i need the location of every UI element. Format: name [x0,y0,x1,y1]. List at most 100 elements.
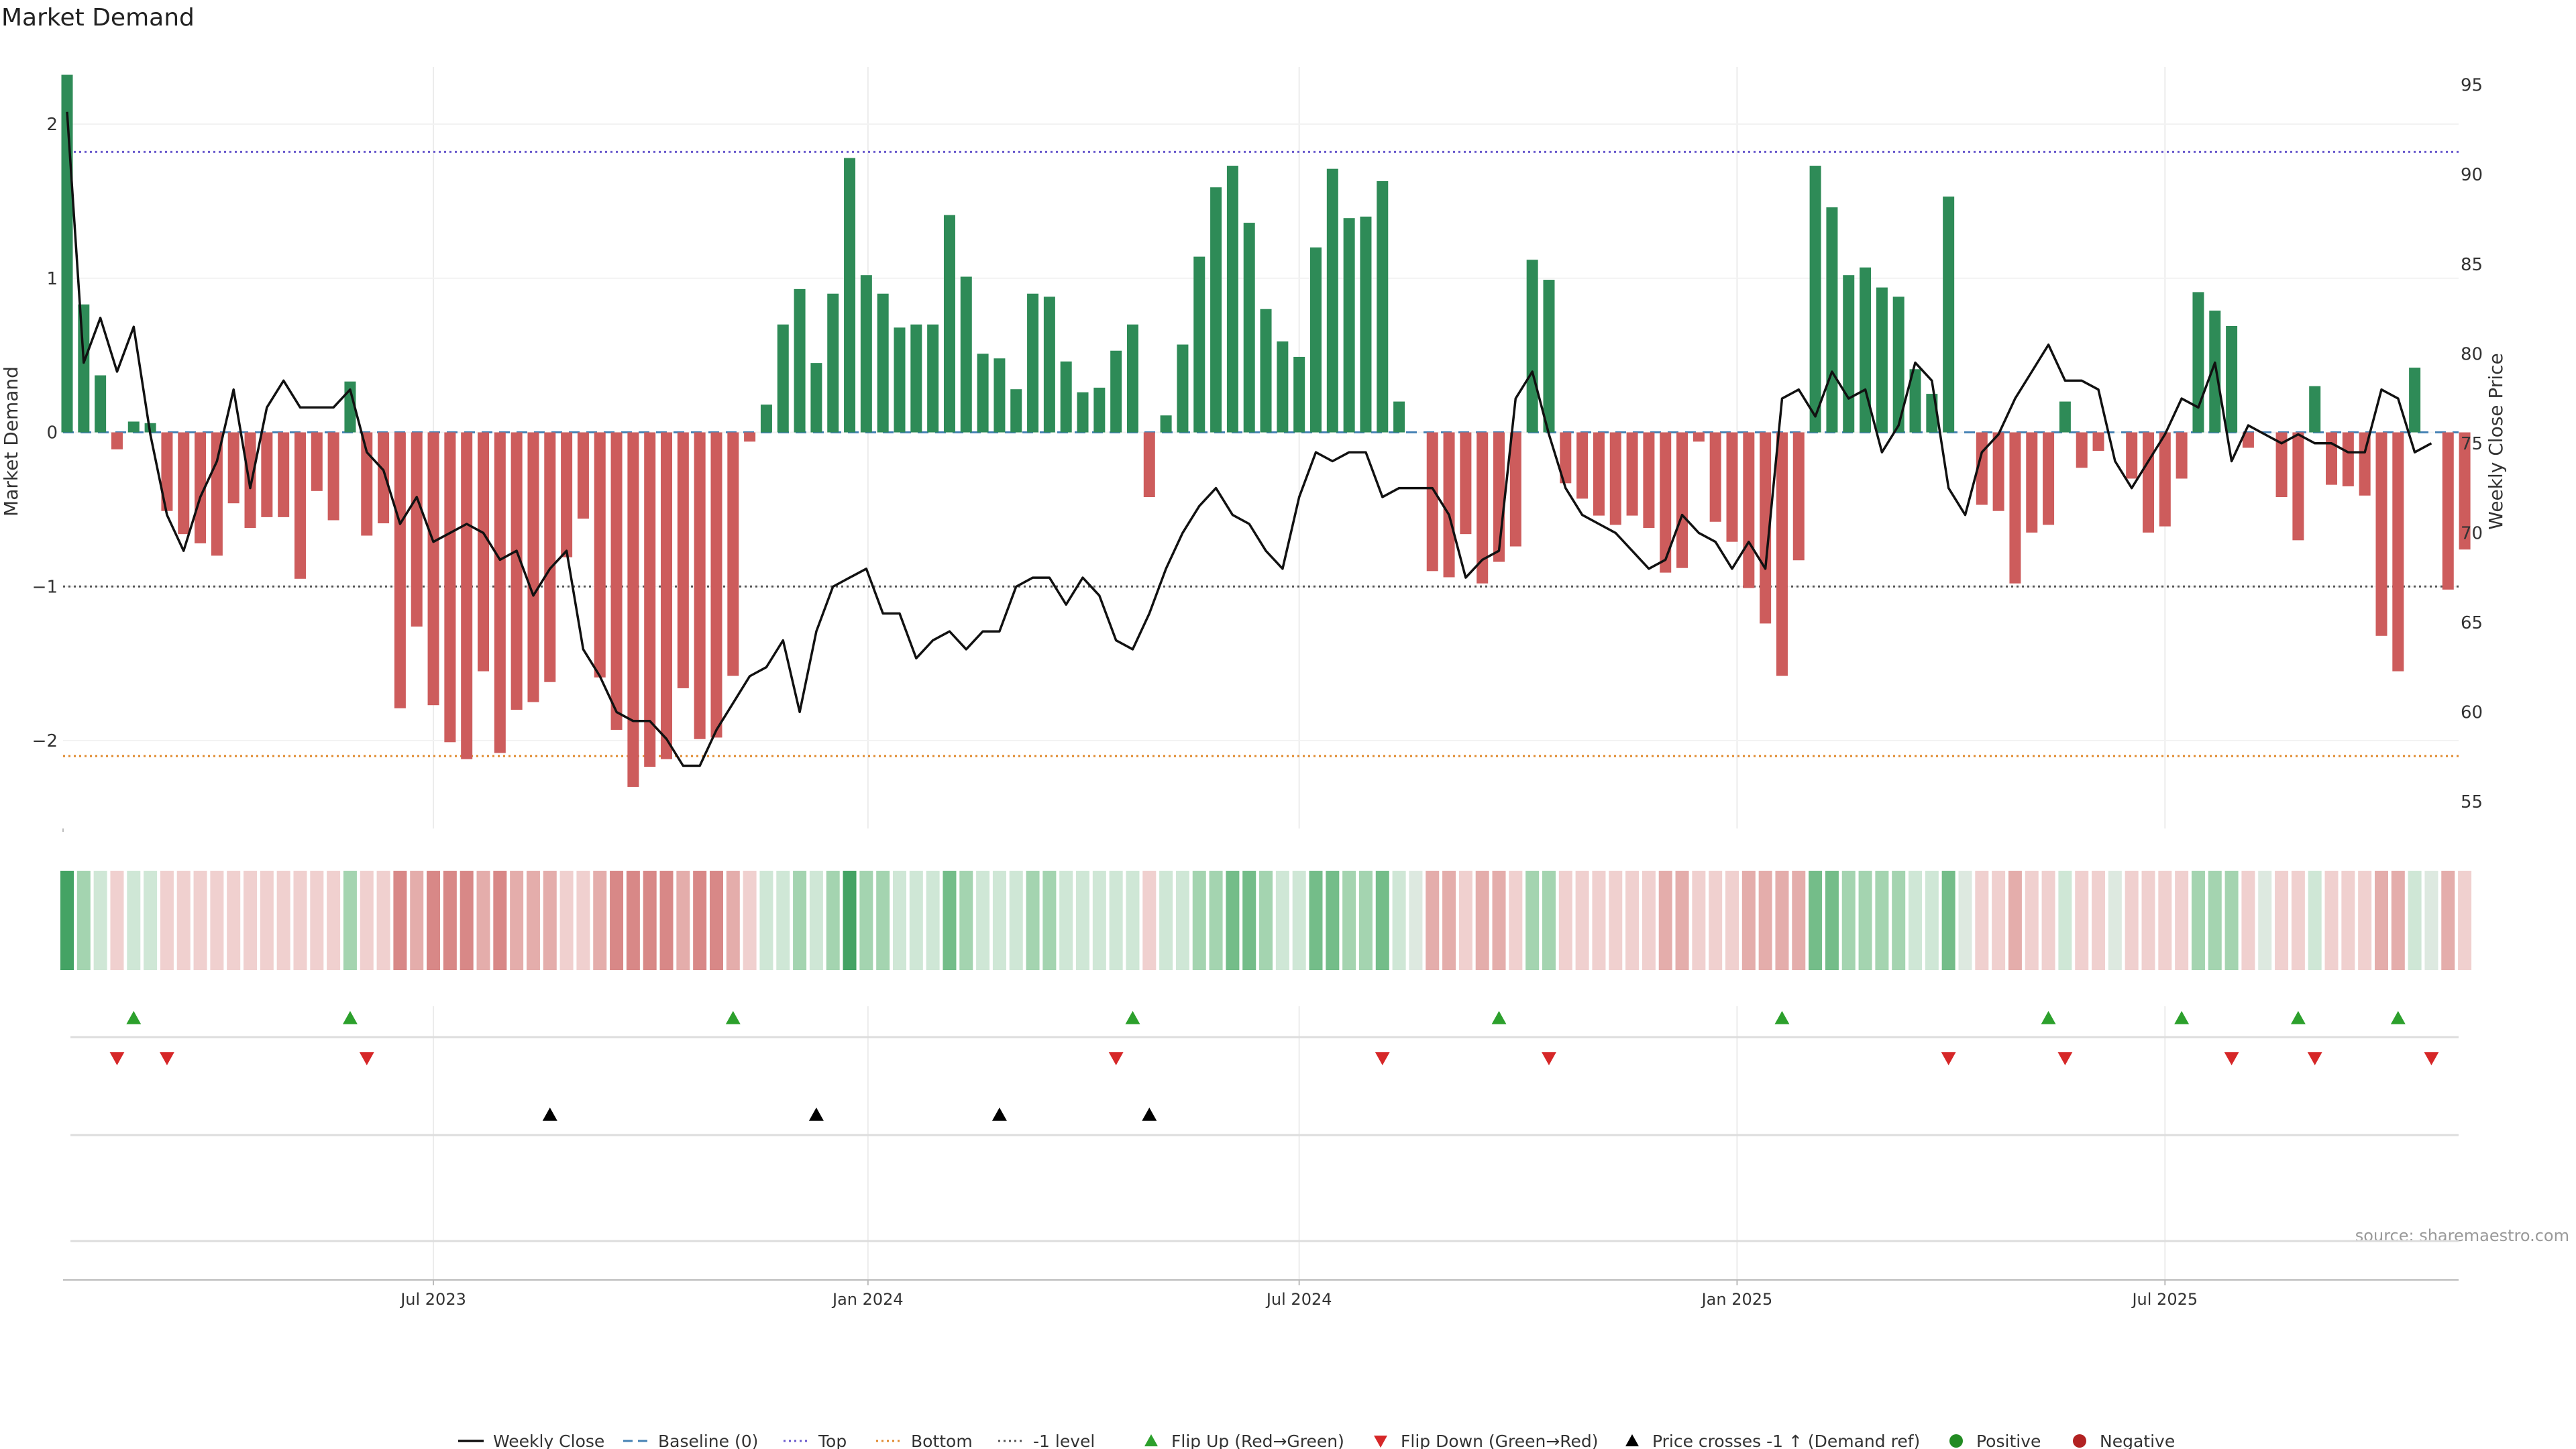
legend-label: -1 level [1033,1432,1095,1449]
strip-cell [1809,871,1823,970]
demand-bar [760,405,772,433]
demand-bar [427,432,439,706]
strip-cell [2175,871,2189,970]
demand-bar [1426,432,1438,572]
demand-bar [710,432,722,738]
strip-cell [2424,871,2438,970]
strip-cell [393,871,407,970]
demand-bar [2043,432,2055,525]
demand-bar [1560,432,1572,484]
demand-bar [1643,432,1655,528]
strip-cell [1109,871,1123,970]
left-tick-label: 0 [46,423,58,443]
strip-cell [1009,871,1023,970]
flip-up-marker [1491,1011,1507,1024]
demand-bar [2076,432,2088,468]
demand-bar [1509,432,1521,547]
demand-bar [2009,432,2021,584]
demand-bar [943,215,955,433]
demand-bar [2192,292,2204,433]
demand-bar [1277,341,1289,433]
strip-cell [2058,871,2072,970]
right-tick-label: 80 [2461,344,2483,364]
strip-cell [2408,871,2422,970]
strip-cell [1509,871,1523,970]
demand-bar [544,432,556,682]
demand-bar [1360,216,1372,433]
demand-bar [1909,369,1921,433]
strip-cell [876,871,890,970]
demand-bar [1226,166,1238,433]
legend-symbol-circle [2073,1434,2086,1448]
demand-bar [827,293,839,433]
strip-cell [1875,871,1889,970]
strip-cell [1209,871,1223,970]
strip-cell [1426,871,1440,970]
strip-cell [809,871,823,970]
demand-bar [2026,432,2038,533]
strip-cell [193,871,207,970]
flip-up-marker [1774,1011,1790,1024]
legend-label: Baseline (0) [658,1432,758,1449]
demand-bar [1293,356,1305,433]
demand-bar [2309,386,2321,433]
demand-bar [860,275,872,433]
demand-bar [1776,432,1788,676]
strip-cell [1026,871,1040,970]
demand-bar [1809,166,1821,433]
demand-bar [1110,350,1122,433]
demand-bar [1626,432,1638,516]
strip-cell [2458,871,2472,970]
strip-cell [1492,871,1506,970]
demand-bar [777,324,789,433]
demand-bar [211,432,223,556]
legend-label: Negative [2100,1432,2175,1449]
demand-bar [1792,432,1805,561]
strip-cell [1326,871,1340,970]
demand-bar [1160,415,1172,433]
demand-bar [111,432,123,449]
demand-bar [1743,432,1755,588]
demand-bar [195,432,207,543]
strip-cell [443,871,457,970]
demand-bar [1126,324,1138,433]
demand-bar [1077,392,1089,433]
strip-cell [2391,871,2405,970]
strip-cell [144,871,158,970]
demand-bar [610,432,623,730]
strip-cell [1909,871,1923,970]
strip-cell [1309,871,1323,970]
strip-cell [1625,871,1640,970]
strip-cell [693,871,707,970]
demand-bar [1193,256,1205,433]
demand-bar [744,432,756,442]
right-tick-label: 60 [2461,702,2483,722]
strip-cell [959,871,973,970]
demand-bar [1027,293,1039,433]
demand-bar [2392,432,2404,672]
strip-cell [2041,871,2055,970]
demand-bar [178,432,190,535]
strip-cell [460,871,474,970]
demand-bar [227,432,239,504]
flip-down-marker [2307,1052,2322,1065]
demand-bar [910,324,922,433]
strip-cell [559,871,574,970]
strip-cell [676,871,690,970]
strip-cell [1458,871,1472,970]
demand-bar [2292,432,2304,541]
strip-cell [1375,871,1389,970]
strip-cell [2108,871,2122,970]
demand-bar [1576,432,1589,499]
legend-label: Bottom [911,1432,973,1449]
strip-cell [1542,871,1556,970]
strip-cell [343,871,357,970]
demand-bar [1093,387,1106,433]
demand-bar [661,432,673,759]
strip-cell [176,871,191,970]
strip-cell [2191,871,2205,970]
strip-cell [476,871,490,970]
strip-cell [260,871,274,970]
strip-cell [909,871,923,970]
demand-bar [1726,432,1738,542]
